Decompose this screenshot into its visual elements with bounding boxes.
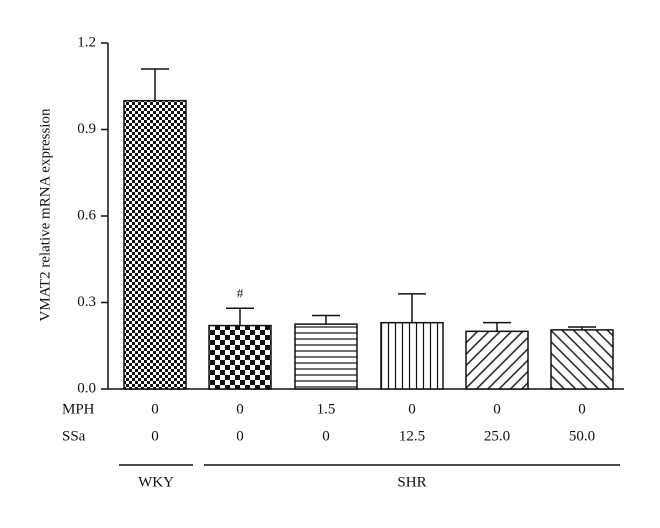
row-label: SSa (62, 428, 86, 444)
row-value: 25.0 (484, 428, 510, 444)
annotation: # (237, 285, 244, 300)
row-value: 0 (578, 401, 586, 417)
y-tick-label: 0.0 (77, 380, 96, 396)
row-value: 0 (236, 401, 244, 417)
group-label: SHR (397, 474, 426, 490)
bar (550, 329, 614, 390)
row-value: 0 (151, 401, 159, 417)
y-tick-label: 0.6 (77, 207, 96, 223)
bar (208, 324, 272, 390)
row-value: 0 (322, 428, 330, 444)
row-value: 50.0 (569, 428, 595, 444)
bar (294, 323, 358, 390)
bar (465, 330, 529, 390)
bar (380, 321, 444, 390)
row-value: 0 (493, 401, 501, 417)
row-value: 12.5 (399, 428, 425, 444)
y-tick-label: 1.2 (77, 34, 96, 50)
row-value: 1.5 (317, 401, 336, 417)
y-axis-label: VMAT2 relative mRNA expression (37, 108, 53, 321)
row-value: 0 (151, 428, 159, 444)
y-tick-label: 0.3 (77, 294, 96, 310)
y-tick-label: 0.9 (77, 121, 96, 137)
bar (123, 99, 187, 390)
group-label: WKY (138, 474, 174, 490)
row-value: 0 (408, 401, 416, 417)
row-value: 0 (236, 428, 244, 444)
row-label: MPH (62, 401, 95, 417)
